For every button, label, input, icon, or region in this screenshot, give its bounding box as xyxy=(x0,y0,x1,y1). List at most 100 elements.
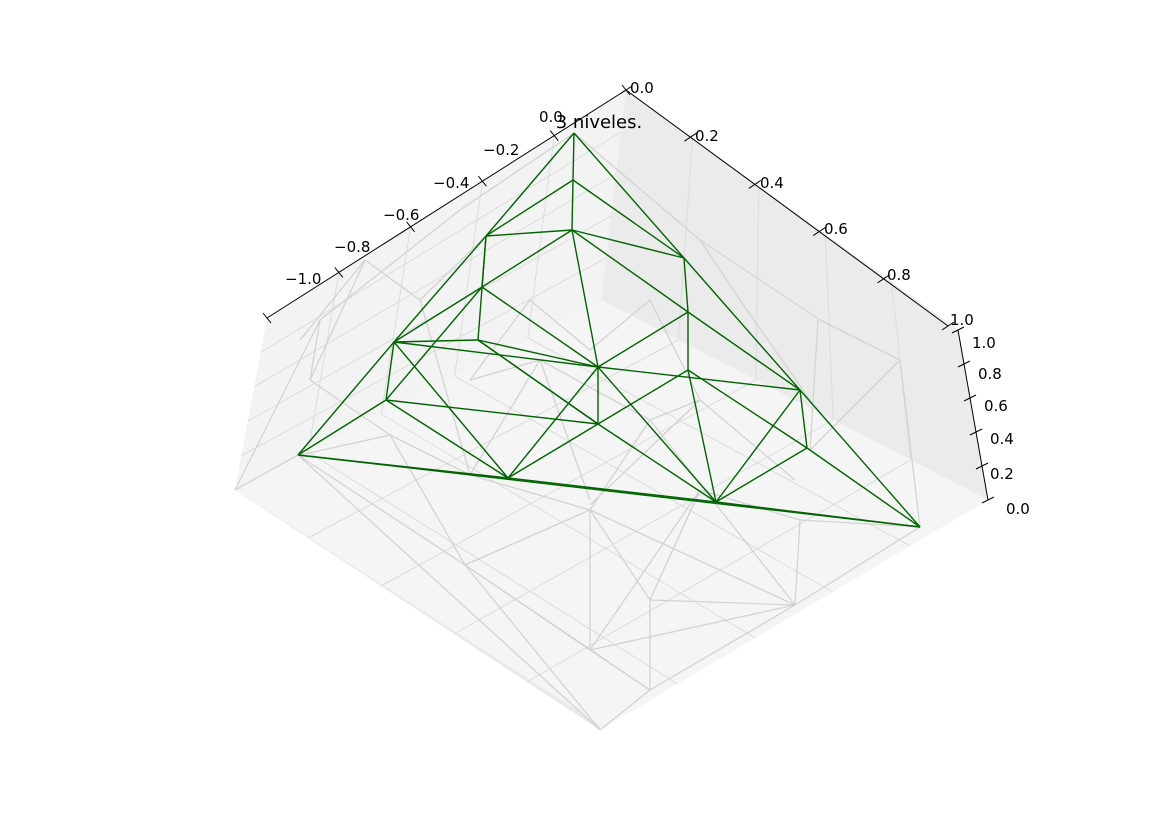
y-tick-mark xyxy=(812,227,826,237)
wireframe-gray-edge xyxy=(599,689,651,731)
grid-line xyxy=(380,226,412,415)
wireframe-gray-edge xyxy=(309,319,321,381)
wireframe-gray-edge xyxy=(819,319,901,361)
wireframe-gray-edge xyxy=(699,239,741,301)
y-tick-label: 0.6 xyxy=(824,220,848,238)
wireframe-gray-edge xyxy=(464,509,591,566)
wireframe-gray-edge xyxy=(539,359,591,501)
wireframe-green-edge xyxy=(687,369,717,503)
grid-line xyxy=(307,451,678,685)
wireframe-green-edge xyxy=(477,339,599,368)
wireframe-green-edge xyxy=(572,179,685,259)
wireframe-green-edge xyxy=(715,501,921,528)
wireframe-gray-edge xyxy=(699,239,821,321)
wireframe-gray-edge xyxy=(794,526,921,606)
grid-line xyxy=(380,379,757,587)
grid-line xyxy=(260,131,622,353)
grid-line xyxy=(454,375,834,593)
grid-line xyxy=(453,419,834,635)
wireframe-gray-edge xyxy=(699,489,801,521)
floor-pane xyxy=(235,300,988,730)
z-tick-label: 0.2 xyxy=(990,465,1014,483)
grid-line xyxy=(527,337,911,547)
grid-line xyxy=(454,181,483,377)
grid-line xyxy=(241,257,607,457)
x-tick-label: −0.8 xyxy=(334,238,370,256)
wireframe-gray-edge xyxy=(389,434,466,566)
wireframe-gray-edge xyxy=(299,259,366,341)
wireframe-gray-edge xyxy=(649,489,701,601)
wireframe-green-edge xyxy=(507,366,599,479)
wireframe-gray-edge xyxy=(299,434,391,456)
wireframe-green-edge xyxy=(393,341,509,479)
x-tick-mark xyxy=(549,130,559,141)
wireframe-green-edge xyxy=(806,447,921,528)
grid-line xyxy=(824,233,834,421)
wireframe-gray-edge xyxy=(464,564,601,731)
axes-panes xyxy=(235,90,988,730)
wireframe-green-edge xyxy=(683,257,801,391)
wireframe-gray-edge xyxy=(319,209,461,321)
wireframe-green-edge xyxy=(393,341,599,368)
wireframe-green-edge xyxy=(597,366,801,391)
wireframe-gray-edge xyxy=(297,454,601,731)
wireframe-green xyxy=(297,132,921,528)
wireframe-gray-edge xyxy=(589,399,701,506)
z-tick-label: 0.0 xyxy=(1006,500,1030,518)
y-tick-label: 0.0 xyxy=(630,79,654,97)
y-tick-mark xyxy=(877,274,890,284)
wireframe-green-edge xyxy=(571,229,685,259)
x-tick-mark xyxy=(478,175,487,187)
wireframe-gray-edge xyxy=(234,319,321,491)
wireframe-green-edge xyxy=(571,229,599,368)
wireframe-gray-edge xyxy=(699,399,796,481)
wireframe-green-edge xyxy=(597,423,717,503)
wireframe-gray-edge xyxy=(589,299,651,351)
z-tick-mark xyxy=(981,496,995,504)
wireframe-green-edge xyxy=(481,286,599,368)
x-tick-mark xyxy=(262,312,272,324)
front-left-pane xyxy=(235,490,600,730)
wireframe-green-edge xyxy=(385,399,509,479)
wireframe-green-edge xyxy=(477,235,487,341)
wireframe-gray-edge xyxy=(589,649,651,691)
wireframe-green-edge xyxy=(683,257,689,313)
wireframe-green-edge xyxy=(393,339,479,343)
wireframe-gray-edge xyxy=(739,299,811,401)
yz-pane xyxy=(601,90,988,500)
grid-line xyxy=(755,185,760,381)
wireframe-gray-edge xyxy=(309,259,366,381)
grid-line xyxy=(247,215,612,422)
x-tick-label: −0.2 xyxy=(483,141,519,159)
z-tick-mark xyxy=(957,360,971,368)
wireframe-green-edge xyxy=(597,369,689,425)
wireframe-gray-edge xyxy=(459,132,575,211)
wireframe-gray-edge xyxy=(419,236,486,301)
wireframe-green-edge xyxy=(799,389,808,449)
y-tick-label: 0.4 xyxy=(760,174,784,192)
x-tick-label: −0.4 xyxy=(433,174,469,192)
wireframe-gray-edge xyxy=(799,519,921,528)
wireframe-green-edge xyxy=(597,311,689,368)
z-tick-label: 0.4 xyxy=(990,430,1014,448)
wireframe-green-edge xyxy=(571,179,574,231)
wireframe-green-edge xyxy=(485,229,573,237)
grid-line xyxy=(527,135,555,339)
wireframe-green-edge xyxy=(571,229,689,313)
wireframe-green-edge xyxy=(477,339,599,425)
wireframe-gray-edge xyxy=(469,474,591,511)
wireframe-gray-edge xyxy=(234,454,299,491)
wireframe-gray-edge xyxy=(649,419,796,606)
wireframe-gray-edge xyxy=(794,519,801,606)
wireframe-green-edge xyxy=(385,399,599,425)
wireframe-green-edge xyxy=(393,235,487,343)
wireframe-green-edge xyxy=(799,389,921,528)
wireframe-gray-edge xyxy=(589,509,796,606)
wireframe-green-edge xyxy=(715,389,801,503)
wireframe-green-edge xyxy=(572,132,575,181)
x-tick-mark xyxy=(621,84,631,96)
wireframe-green-edge xyxy=(297,341,395,456)
x-tick-label: 0.0 xyxy=(539,108,563,126)
wireframe-gray-edge xyxy=(649,299,701,401)
